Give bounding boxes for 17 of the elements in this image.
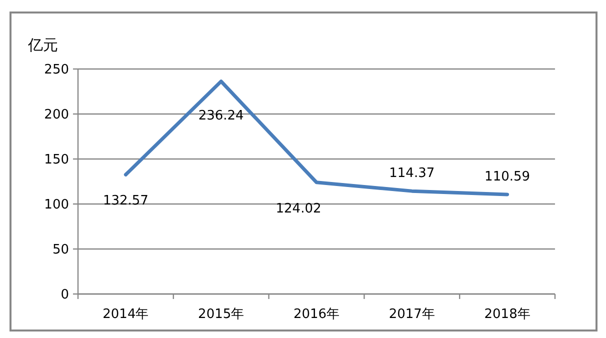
- y-tick-label: 50: [52, 242, 69, 258]
- y-tick-label: 100: [44, 198, 69, 212]
- x-tick-label: 2015年: [198, 307, 244, 322]
- x-tick-label: 2014年: [102, 307, 149, 322]
- y-tick-label: 150: [44, 152, 69, 168]
- data-label: 236.24: [198, 108, 244, 124]
- data-label: 124.02: [276, 201, 322, 216]
- data-label: 132.57: [102, 194, 148, 209]
- y-tick-label: 200: [44, 108, 69, 122]
- y-axis-title: 亿元: [27, 36, 58, 54]
- x-tick-label: 2017年: [388, 307, 435, 322]
- x-tick-label: 2018年: [484, 307, 530, 322]
- data-label: 114.37: [389, 166, 435, 182]
- data-label: 110.59: [484, 169, 530, 184]
- x-tick-label: 2016年: [293, 307, 340, 322]
- y-tick-label: 250: [44, 62, 69, 78]
- y-tick-label: 0: [60, 288, 69, 302]
